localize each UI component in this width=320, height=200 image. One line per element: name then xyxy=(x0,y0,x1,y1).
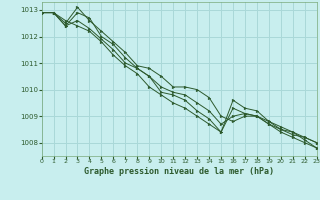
X-axis label: Graphe pression niveau de la mer (hPa): Graphe pression niveau de la mer (hPa) xyxy=(84,167,274,176)
